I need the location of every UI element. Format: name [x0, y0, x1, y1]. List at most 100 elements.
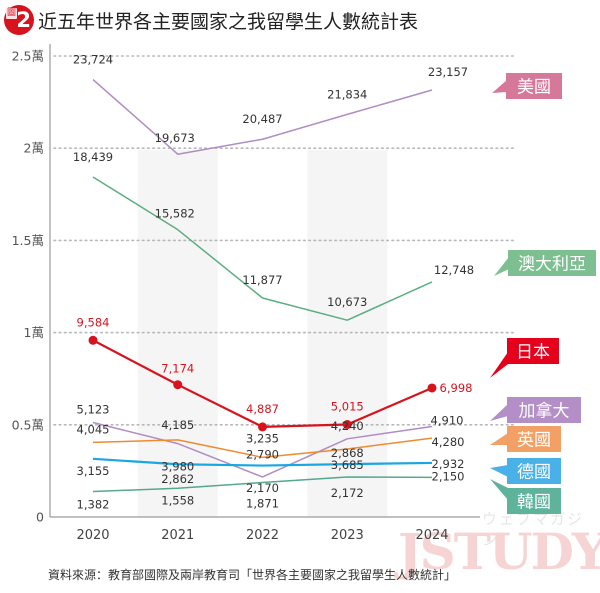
x-tick-label: 2020	[76, 528, 109, 543]
series-tag-box	[506, 73, 562, 99]
data-label-us-2020: 23,724	[73, 53, 113, 67]
data-label-ca-2021: 3,980	[161, 460, 194, 474]
y-tick-label: 2.5萬	[12, 49, 44, 64]
data-label-kr-2022: 1,871	[246, 496, 279, 510]
data-label-us-2021: 19,673	[155, 131, 195, 145]
data-label-us-2024: 23,157	[428, 65, 468, 79]
series-line-us	[92, 78, 433, 155]
series-line-de	[92, 457, 433, 467]
x-tick-label: 2022	[246, 528, 279, 543]
y-tick-label: 1.5萬	[12, 233, 44, 248]
chart-title-row: 圖 2 近五年世界各主要國家之我留學生人數統計表	[4, 4, 418, 36]
series-line-kr	[92, 476, 433, 493]
series-tag-box	[507, 488, 561, 514]
series-tag-label: 韓國	[517, 493, 551, 513]
x-tick-labels: 2020 2021 2022 2023 2024	[76, 528, 448, 543]
series-tag-ca: 加拿大	[490, 397, 581, 423]
data-label-au-2023: 10,673	[327, 295, 367, 309]
y-tick-label: 1萬	[24, 325, 44, 340]
y-tick-label: 0	[36, 510, 44, 525]
data-label-ca-2023: 4,240	[331, 419, 364, 433]
series-tag-label: 日本	[516, 343, 550, 363]
series-tag-label: 加拿大	[519, 401, 570, 422]
series-tag-pointer	[490, 433, 508, 445]
data-source-note: 資料來源：教育部國際及兩岸教育司「世界各主要國家之我留學生人數統計」	[48, 568, 457, 582]
series-tag-box	[507, 458, 561, 484]
data-label-uk-2023: 3,685	[331, 458, 364, 472]
data-label-jp-2024: 6,998	[440, 381, 473, 395]
data-label-jp-2021: 7,174	[161, 362, 194, 376]
figure-badge-char: 圖	[6, 8, 18, 19]
series-tag-pointer	[490, 352, 508, 378]
data-label-uk-2020: 4,045	[77, 422, 110, 436]
series-tag-pointer	[490, 465, 508, 477]
series-tag-label: 德國	[517, 463, 551, 483]
data-labels: 23,724 19,673 20,487 21,834 23,157 18,439 15,5…	[73, 53, 474, 512]
chart-title: 近五年世界各主要國家之我留學生人數統計表	[38, 10, 419, 33]
series-tag-au: 澳大利亞	[494, 250, 596, 276]
data-point-jp-2022	[258, 422, 267, 432]
series-line-uk	[92, 437, 433, 459]
data-label-au-2024: 12,748	[434, 263, 474, 277]
data-label-de-2020: 3,155	[77, 464, 110, 478]
y-tick-label: 2萬	[24, 141, 44, 156]
series-tag-label: 美國	[517, 78, 551, 98]
column-bands	[137, 150, 388, 517]
series-line-ca	[92, 421, 433, 478]
data-label-de-2022: 2,790	[246, 448, 279, 462]
series-tag-box	[507, 426, 561, 452]
series-tag-us: 美國	[492, 73, 562, 99]
data-label-jp-2022: 4,887	[246, 402, 279, 416]
data-label-jp-2023: 5,015	[331, 400, 364, 414]
data-label-jp-2020: 9,584	[77, 315, 110, 329]
data-label-uk-2021: 4,185	[161, 418, 194, 432]
column-band-2023	[307, 150, 388, 517]
gridlines	[53, 55, 516, 426]
y-tick-label: 0.5萬	[12, 417, 44, 432]
series-tag-jp: 日本	[490, 338, 559, 378]
series-tag-de: 德國	[490, 458, 561, 484]
series-tag-kr: 韓國	[490, 479, 561, 514]
data-label-ca-2020: 5,123	[77, 403, 110, 417]
data-label-ca-2022: 2,170	[246, 481, 279, 495]
data-label-de-2024: 2,932	[432, 457, 465, 471]
x-tick-label: 2024	[415, 528, 448, 543]
data-label-us-2023: 21,834	[327, 87, 367, 101]
column-band-2021	[137, 150, 218, 517]
data-label-us-2022: 20,487	[242, 112, 282, 126]
series-line-au	[92, 176, 433, 321]
data-point-jp-2020	[88, 335, 98, 345]
series-lines	[88, 78, 437, 493]
series-tag-pointer	[490, 404, 508, 421]
data-label-kr-2021: 1,558	[161, 493, 194, 507]
axes	[49, 44, 480, 518]
data-label-kr-2024: 2,150	[432, 469, 465, 483]
data-label-ca-2024: 4,910	[431, 413, 464, 427]
series-tag-box	[508, 250, 596, 276]
data-point-jp-2023	[342, 420, 352, 430]
data-label-de-2021: 2,862	[161, 472, 194, 486]
series-tag-label: 英國	[517, 431, 551, 451]
data-label-uk-2022: 3,235	[246, 431, 279, 445]
figure-number: 2	[16, 8, 31, 32]
figure-number-badge: 圖 2	[4, 5, 34, 35]
series-tag-box	[507, 338, 559, 364]
data-label-au-2020: 18,439	[73, 150, 113, 164]
series-tag-label: 澳大利亞	[518, 255, 586, 275]
y-tick-labels: 0 0.5萬 1萬 1.5萬 2萬 2.5萬	[12, 49, 44, 525]
data-point-jp-2024	[427, 383, 437, 393]
data-label-kr-2023: 2,172	[331, 486, 364, 500]
series-tag-pointer	[492, 80, 507, 93]
x-tick-label: 2021	[161, 528, 194, 543]
data-label-au-2021: 15,582	[155, 207, 195, 221]
data-label-kr-2020: 1,382	[77, 498, 110, 512]
series-tag-uk: 英國	[490, 426, 561, 452]
data-label-uk-2024: 4,280	[432, 435, 465, 449]
x-tick-label: 2023	[331, 528, 364, 543]
series-tag-pointer	[494, 257, 509, 276]
data-label-de-2023: 2,868	[331, 446, 364, 460]
data-point-jp-2021	[173, 380, 183, 390]
series-tag-pointer	[490, 479, 508, 500]
